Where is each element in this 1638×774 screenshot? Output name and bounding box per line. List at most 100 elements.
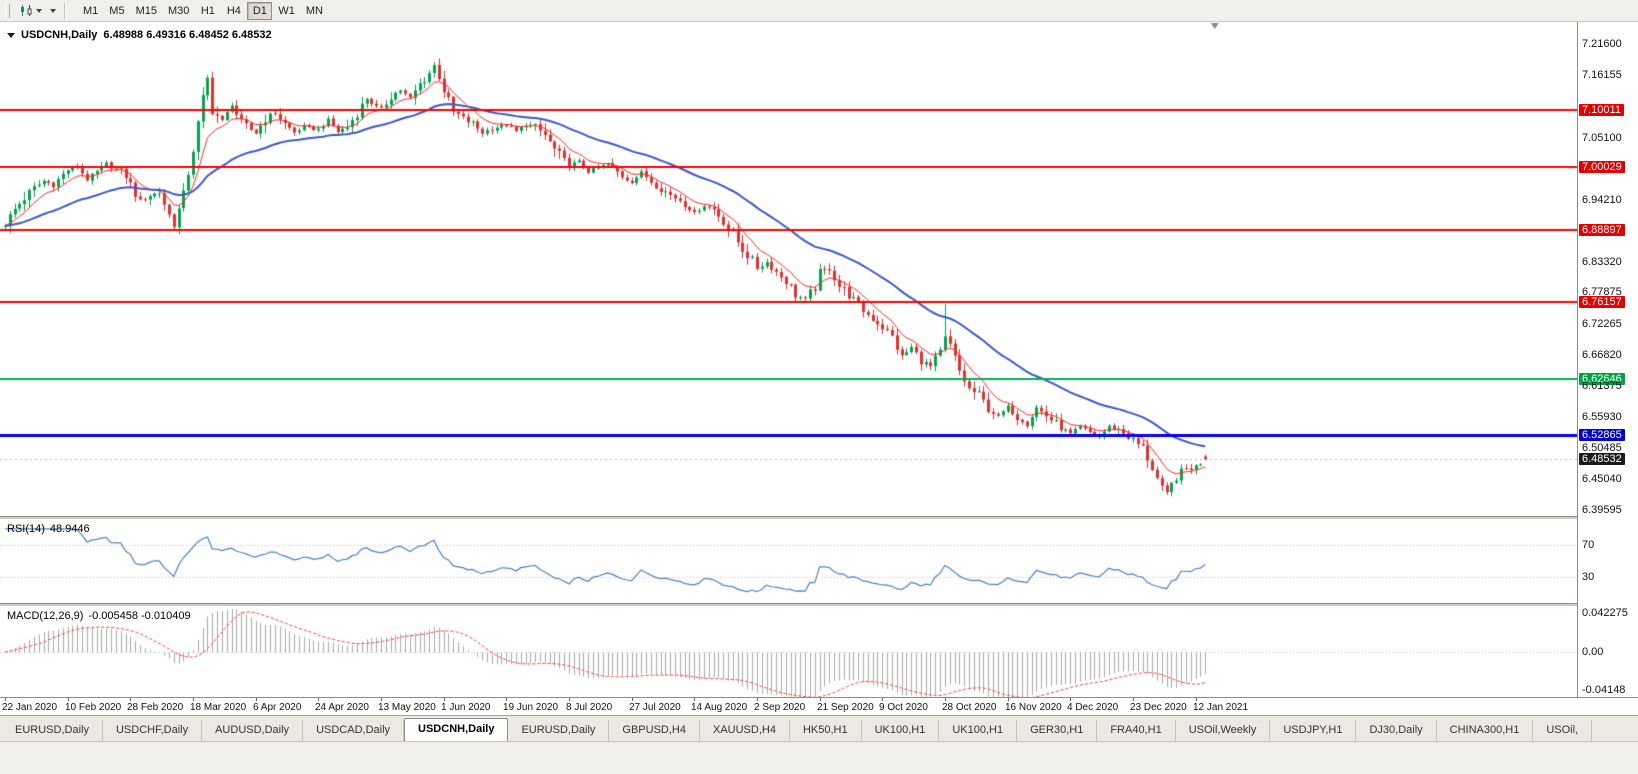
chart-tab-ger30-h1[interactable]: GER30,H1 [1017, 720, 1098, 741]
main-chart-panel: USDCNH,Daily 6.48988 6.49316 6.48452 6.4… [0, 22, 1577, 516]
chart-tab-fra40-h1[interactable]: FRA40,H1 [1097, 720, 1176, 741]
time-axis-tick [318, 698, 319, 701]
date-label: 28 Oct 2020 [942, 702, 997, 713]
time-axis-tick [130, 698, 131, 701]
macd-canvas[interactable] [0, 606, 1577, 697]
chart-tab-dj30-daily[interactable]: DJ30,Daily [1356, 720, 1437, 741]
date-label: 6 Apr 2020 [253, 702, 302, 713]
macd-panel: MACD(12,26,9) -0.005458 -0.010409 [0, 606, 1577, 697]
time-axis-tick [256, 698, 257, 701]
time-axis[interactable]: 22 Jan 2020 10 Feb 2020 28 Feb 2020 18 Mar … [0, 697, 1638, 715]
panel-splitter[interactable] [0, 516, 1638, 519]
time-axis-tick [569, 698, 570, 701]
chart-tab-china300-h1[interactable]: CHINA300,H1 [1437, 720, 1534, 741]
date-label: 10 Feb 2020 [65, 702, 122, 713]
time-axis-tick [1008, 698, 1009, 701]
chart-title: USDCNH,Daily 6.48988 6.49316 6.48452 6.4… [7, 29, 272, 41]
price-axis[interactable]: 7.21600 7.16155 7.10011 7.05100 7.00029 6.942… [1577, 22, 1638, 697]
chart-tab-gbpusd-h4[interactable]: GBPUSD,H4 [609, 720, 700, 741]
line-price-badge: 7.00029 [1579, 161, 1625, 173]
chart-tab-usdjpy-h1[interactable]: USDJPY,H1 [1270, 720, 1357, 741]
date-label: 22 Jan 2020 [2, 702, 58, 713]
chart-tab-usdcad-daily[interactable]: USDCAD,Daily [303, 720, 405, 741]
macd-axis-tick: 0.042275 [1582, 607, 1628, 619]
rsi-current-value: 48.9446 [49, 523, 90, 535]
price-axis-tick: 6.72265 [1582, 318, 1622, 330]
time-axis-tick [882, 698, 883, 701]
chart-tab-uk100-h1[interactable]: UK100,H1 [939, 720, 1018, 741]
candlestick-chart-icon [21, 5, 32, 16]
timeframe-button-m15[interactable]: M15 [131, 2, 162, 20]
chart-symbol-period: USDCNH,Daily [21, 29, 98, 41]
dropdown-caret-icon [50, 8, 56, 13]
price-axis-tick: 7.05100 [1582, 132, 1622, 144]
date-label: 23 Dec 2020 [1130, 702, 1187, 713]
macd-axis-tick: 0.00 [1582, 646, 1604, 658]
time-axis-tick [506, 698, 507, 701]
chart-tab-usoil-weekly[interactable]: USOil,Weekly [1176, 720, 1271, 741]
price-axis-tick: 6.83320 [1582, 256, 1622, 268]
chart-tabs-bar: EURUSD,Daily USDCHF,Daily AUDUSD,Daily USDC… [0, 715, 1638, 741]
chart-tab-usdcnh-daily[interactable]: USDCNH,Daily [404, 718, 509, 741]
time-axis-tick [193, 698, 194, 701]
macd-indicator-name: MACD(12,26,9) [7, 610, 84, 622]
timeframe-toolbar: M1 M5 M15 M30 H1 H4 D1 W1 MN [0, 0, 1638, 22]
price-axis-tick: 6.45040 [1582, 473, 1622, 485]
date-label: 21 Sep 2020 [817, 702, 874, 713]
rsi-axis-tick: 30 [1582, 571, 1595, 583]
rsi-panel: RSI(14) 48.9446 [0, 519, 1577, 603]
date-label: 19 Jun 2020 [503, 702, 559, 713]
time-axis-tick [1196, 698, 1197, 701]
chart-tab-eurusd-daily[interactable]: EURUSD,Daily [2, 720, 103, 741]
panel-splitter[interactable] [0, 603, 1638, 606]
timeframe-button-d1[interactable]: D1 [247, 1, 273, 20]
chart-type-button[interactable] [15, 2, 46, 20]
rsi-label: RSI(14) 48.9446 [7, 523, 90, 535]
date-label: 27 Jul 2020 [629, 702, 681, 713]
indicators-dropdown-button[interactable] [46, 2, 60, 20]
date-label: 13 May 2020 [378, 702, 436, 713]
price-axis-tick: 6.94210 [1582, 194, 1622, 206]
date-label: 4 Dec 2020 [1067, 702, 1119, 713]
timeframe-button-m1[interactable]: M1 [78, 2, 103, 20]
toolbar-grip[interactable] [5, 3, 10, 18]
chart-tab-uk100-h1[interactable]: UK100,H1 [862, 720, 940, 741]
current-price-badge: 6.48532 [1579, 453, 1625, 465]
chart-tab-hk50-h1[interactable]: HK50,H1 [790, 720, 862, 741]
time-axis-tick [694, 698, 695, 701]
price-axis-tick: 6.66820 [1582, 349, 1622, 361]
line-price-badge: 7.10011 [1579, 104, 1624, 116]
timeframe-button-w1[interactable]: W1 [273, 2, 300, 20]
chart-tab-usoil[interactable]: USOil, [1533, 720, 1593, 741]
timeframe-buttons: M1 M5 M15 M30 H1 H4 D1 W1 MN [78, 1, 328, 20]
rsi-canvas[interactable] [0, 519, 1577, 603]
macd-label: MACD(12,26,9) -0.005458 -0.010409 [7, 610, 191, 622]
chart-tab-xauusd-h4[interactable]: XAUUSD,H4 [700, 720, 790, 741]
time-axis-tick [5, 698, 6, 701]
chart-tab-eurusd-daily[interactable]: EURUSD,Daily [508, 720, 610, 741]
date-label: 28 Feb 2020 [127, 702, 184, 713]
rsi-indicator-name: RSI(14) [7, 523, 45, 535]
time-axis-tick [945, 698, 946, 701]
timeframe-button-m5[interactable]: M5 [104, 2, 129, 20]
timeframe-button-mn[interactable]: MN [301, 2, 328, 20]
main-chart-canvas[interactable] [0, 22, 1577, 516]
chart-tab-usdchf-daily[interactable]: USDCHF,Daily [103, 720, 203, 741]
date-label: 16 Nov 2020 [1005, 702, 1062, 713]
time-axis-tick [1070, 698, 1071, 701]
price-axis-tick: 6.55930 [1582, 411, 1622, 423]
date-label: 9 Oct 2020 [879, 702, 928, 713]
timeframe-button-h1[interactable]: H1 [195, 2, 220, 20]
timeframe-button-m30[interactable]: M30 [163, 2, 194, 20]
price-axis-tick: 6.77875 [1582, 286, 1622, 298]
date-label: 12 Jan 2021 [1193, 702, 1249, 713]
timeframe-button-h4[interactable]: H4 [221, 2, 246, 20]
line-price-badge: 6.62646 [1579, 373, 1625, 385]
toolbar-separator [64, 2, 66, 19]
time-axis-tick [757, 698, 758, 701]
chart-tab-audusd-daily[interactable]: AUDUSD,Daily [202, 720, 304, 741]
time-axis-tick [632, 698, 633, 701]
price-axis-tick: 7.16155 [1582, 69, 1622, 81]
date-label: 1 Jun 2020 [441, 702, 491, 713]
